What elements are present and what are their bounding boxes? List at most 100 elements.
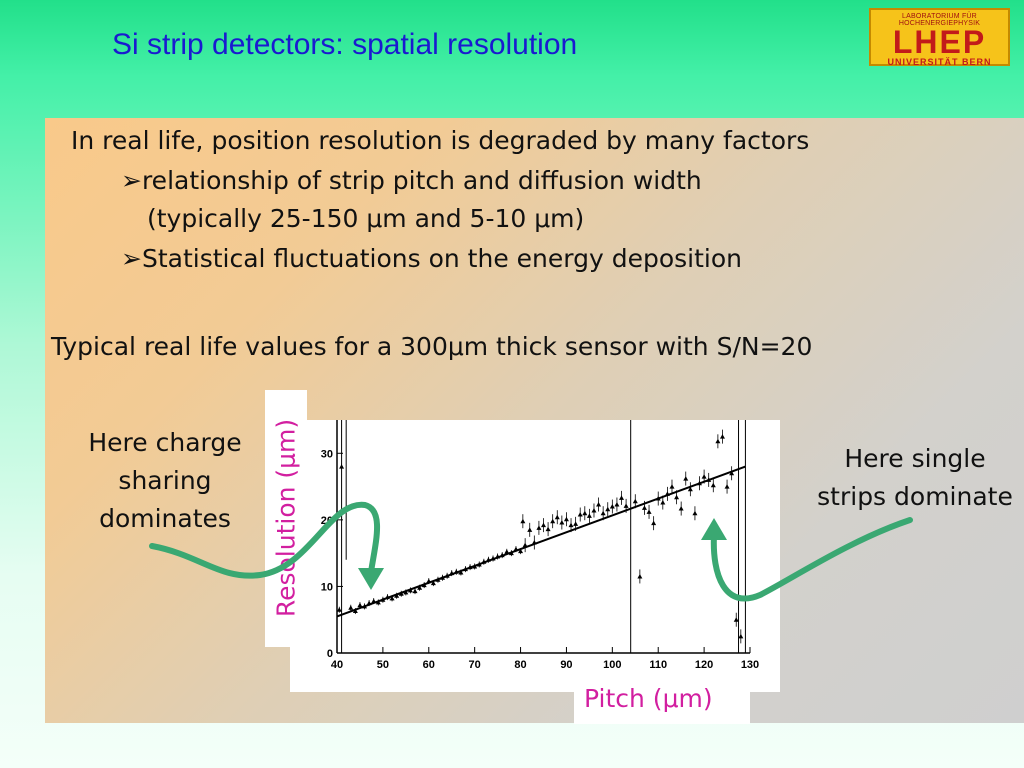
bullet-1-text: relationship of strip pitch and diffusio… [141,166,702,195]
data-point [701,474,707,479]
data-point [458,569,464,575]
y-tick-label: 30 [321,448,333,460]
data-point [412,588,418,594]
data-point [490,555,496,561]
data-point [417,585,423,590]
bullet-arrow-icon: ➢ [121,166,142,195]
bullet-1-continuation: (typically 25-150 μm and 5-10 μm) [147,204,585,233]
data-point [426,578,432,584]
data-point [485,557,491,562]
data-point [655,496,661,501]
slide-title: Si strip detectors: spatial resolution [112,28,578,61]
data-point [632,498,638,504]
data-point [527,527,533,532]
fit-line [336,465,746,618]
data-point [559,520,565,525]
logo-bottom-text: UNIVERSITÄT BERN [887,57,992,67]
data-point [706,477,712,482]
ylabel-background [265,390,307,647]
x-tick-label: 130 [741,659,759,671]
data-point [646,509,652,514]
lhep-logo: LABORATORIUM FÜR HOCHENERGIEPHYSIK LHEP … [869,8,1010,67]
data-point [674,494,680,500]
x-axis-label: Pitch (μm) [584,684,713,713]
data-point [623,503,629,508]
data-point [596,502,602,507]
x-tick-label: 90 [560,659,572,671]
data-point [336,607,342,612]
left-arrow-curve [149,501,380,579]
data-point [449,570,455,576]
data-point [710,482,716,488]
data-point [467,564,473,570]
data-point [357,602,363,608]
data-point [518,548,524,554]
data-point [591,508,597,513]
data-point [444,573,450,578]
x-tick-label: 40 [331,659,343,671]
data-point [729,470,735,476]
intro-text: In real life, position resolution is deg… [71,126,810,155]
data-point [605,506,611,512]
data-point [573,521,579,526]
data-point [669,484,675,489]
x-tick-label: 120 [695,659,713,671]
data-point [380,597,386,602]
data-point [641,505,647,510]
data-point [375,599,381,605]
data-point [545,526,551,532]
data-point [499,552,505,558]
x-tick-label: 60 [423,659,435,671]
data-point [609,504,615,509]
y-tick-label: 0 [327,648,333,660]
data-point [453,569,459,574]
data-point [586,513,592,518]
y-tick-label: 10 [321,581,333,593]
x-tick-label: 50 [377,659,389,671]
data-point [522,542,528,548]
data-point [678,506,684,511]
data-point [563,516,569,522]
bullet-2: ➢Statistical fluctuations on the energy … [121,244,742,273]
data-point [495,553,501,559]
data-point [692,510,698,516]
data-point [430,580,436,586]
annotation-left-line-2: sharing [118,466,212,495]
data-point [651,520,657,526]
data-point [660,500,666,505]
data-point [687,486,693,492]
data-point [435,577,441,582]
data-point [421,582,427,588]
x-tick-label: 100 [603,659,621,671]
x-tick-label: 70 [469,659,481,671]
right-arrow-head-icon [701,518,727,540]
data-point [371,598,377,604]
data-point [520,518,526,524]
data-point [513,546,519,552]
annotation-charge-sharing: Here charge sharing dominates [60,424,270,538]
data-point [637,573,643,579]
data-point [339,464,345,469]
data-point [577,512,583,517]
data-point [508,550,514,556]
bullet-arrow-icon: ➢ [121,244,142,273]
data-point [481,559,487,564]
data-point [600,510,606,516]
data-point [398,591,404,596]
x-tick-label: 80 [514,659,526,671]
bullet-2-text: Statistical fluctuations on the energy d… [141,244,742,273]
data-point [348,605,354,610]
logo-top-text: LABORATORIUM FÜR HOCHENERGIEPHYSIK [898,13,981,27]
annotation-left-line-3: dominates [99,504,231,533]
data-point [389,595,395,601]
logo-main-text: LHEP [892,24,987,60]
data-point [715,438,721,444]
data-point [554,514,560,520]
data-point [738,633,744,639]
right-arrow-curve [710,517,913,602]
data-point [403,589,409,595]
data-point [619,495,625,500]
data-point [733,617,739,622]
data-point [719,434,725,439]
data-point [504,549,510,554]
